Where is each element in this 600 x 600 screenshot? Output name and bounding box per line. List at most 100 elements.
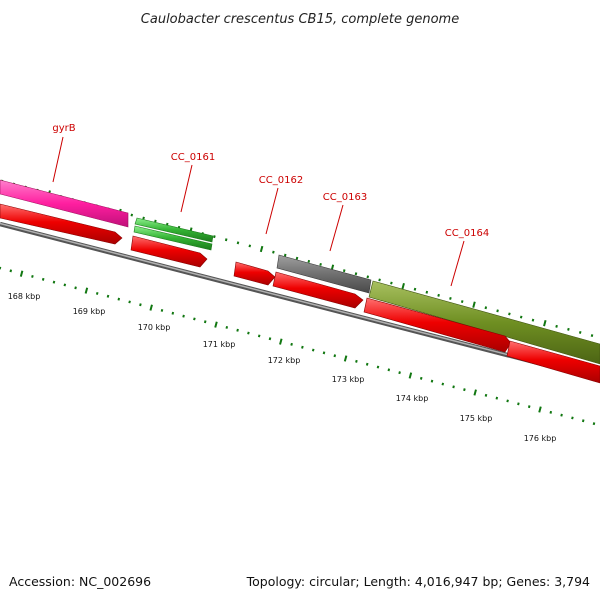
inner-tick-track	[0, 266, 596, 426]
label-CC_0163[interactable]: CC_0163	[323, 192, 367, 252]
gene-gyrB[interactable]	[0, 179, 129, 228]
minor-tick	[527, 405, 531, 409]
minor-tick	[307, 259, 311, 263]
kbp-label: 170 kbp	[138, 323, 171, 332]
minor-tick	[560, 413, 563, 417]
minor-tick	[571, 416, 574, 420]
minor-tick	[578, 330, 582, 334]
label-CC_0162[interactable]: CC_0162	[259, 175, 303, 235]
major-tick	[19, 270, 24, 277]
major-tick	[149, 304, 153, 311]
minor-tick	[342, 269, 346, 273]
minor-tick	[9, 269, 13, 273]
minor-tick	[311, 348, 315, 352]
minor-tick	[106, 294, 110, 298]
cds-arrow[interactable]	[130, 235, 208, 268]
minor-tick	[63, 283, 67, 287]
cds-arrow[interactable]	[233, 261, 276, 286]
kbp-label: 175 kbp	[460, 414, 493, 423]
minor-tick	[283, 253, 287, 257]
cds-arrow[interactable]	[363, 297, 512, 353]
major-tick	[401, 282, 405, 290]
major-tick	[543, 320, 547, 327]
cds-track	[0, 203, 600, 384]
minor-tick	[224, 238, 228, 242]
minor-tick	[160, 308, 164, 312]
major-tick	[343, 355, 348, 362]
minor-tick	[268, 337, 272, 341]
minor-tick	[519, 315, 523, 319]
minor-tick	[590, 334, 594, 338]
minor-tick	[555, 324, 558, 328]
kbp-label: 169 kbp	[73, 307, 106, 316]
label-CC_0164[interactable]: CC_0164	[445, 228, 489, 287]
label-CC_0161[interactable]: CC_0161	[171, 152, 215, 213]
minor-tick	[52, 280, 56, 284]
minor-tick	[390, 281, 393, 285]
kbp-label: 176 kbp	[524, 434, 557, 443]
minor-tick	[449, 296, 452, 300]
minor-tick	[203, 320, 207, 324]
kbp-label: 174 kbp	[396, 394, 429, 403]
minor-tick	[460, 300, 464, 304]
minor-tick	[365, 362, 369, 366]
minor-tick	[139, 303, 142, 307]
major-tick	[259, 245, 264, 253]
minor-tick	[549, 410, 553, 414]
kbp-label: 168 kbp	[8, 292, 41, 301]
minor-tick	[378, 278, 381, 282]
genome-summary-text: Topology: circular; Length: 4,016,947 bp…	[246, 574, 590, 589]
minor-tick	[236, 328, 239, 332]
svg-text:CC_0161: CC_0161	[171, 152, 215, 163]
label-gyrB[interactable]: gyrB	[52, 123, 76, 183]
gene-CC_0161[interactable]	[134, 217, 214, 243]
minor-tick	[567, 327, 570, 331]
minor-tick	[41, 277, 45, 281]
kbp-labels: 168 kbp 169 kbp 170 kbp 171 kbp 172 kbp …	[8, 292, 557, 443]
minor-tick	[425, 290, 429, 294]
gene-CC_0163[interactable]	[276, 254, 372, 294]
minor-tick	[419, 376, 423, 380]
minor-tick	[225, 325, 229, 329]
svg-text:CC_0164: CC_0164	[445, 228, 489, 239]
minor-tick	[354, 272, 358, 276]
cds-arrow[interactable]	[506, 340, 600, 384]
minor-tick	[142, 216, 145, 220]
minor-tick	[128, 300, 131, 304]
cds-arrow[interactable]	[0, 203, 123, 245]
svg-text:CC_0162: CC_0162	[259, 175, 303, 186]
major-tick	[538, 406, 542, 413]
minor-tick	[366, 275, 370, 279]
minor-tick	[430, 379, 434, 383]
major-tick	[279, 338, 283, 345]
minor-tick	[441, 382, 445, 386]
minor-tick	[322, 351, 326, 355]
minor-tick	[295, 256, 299, 260]
gene-CC_0164[interactable]	[368, 280, 600, 365]
gene-CC_0161-b	[133, 225, 213, 251]
minor-tick	[31, 274, 34, 278]
gene-labels: gyrB CC_0161 CC_0162 CC_0163 CC_0164	[52, 123, 489, 287]
minor-tick	[463, 388, 466, 392]
major-tick	[472, 301, 476, 308]
minor-tick	[130, 213, 134, 217]
minor-tick	[272, 250, 275, 254]
minor-tick	[484, 393, 488, 397]
minor-tick	[517, 402, 520, 406]
major-tick	[214, 321, 218, 328]
accession-text: Accession: NC_002696	[9, 574, 151, 589]
kbp-label: 172 kbp	[268, 356, 301, 365]
minor-tick	[193, 317, 196, 321]
minor-tick	[376, 365, 380, 369]
forward-strand-genes	[0, 179, 600, 365]
cds-arrow[interactable]	[272, 271, 364, 309]
minor-tick	[74, 286, 77, 290]
minor-tick	[257, 334, 261, 338]
minor-tick	[496, 309, 499, 313]
minor-tick	[333, 354, 337, 358]
map-title: Caulobacter crescentus CB15, complete ge…	[141, 12, 459, 27]
minor-tick	[387, 368, 391, 372]
kbp-label: 171 kbp	[203, 340, 236, 349]
minor-tick	[95, 291, 99, 295]
